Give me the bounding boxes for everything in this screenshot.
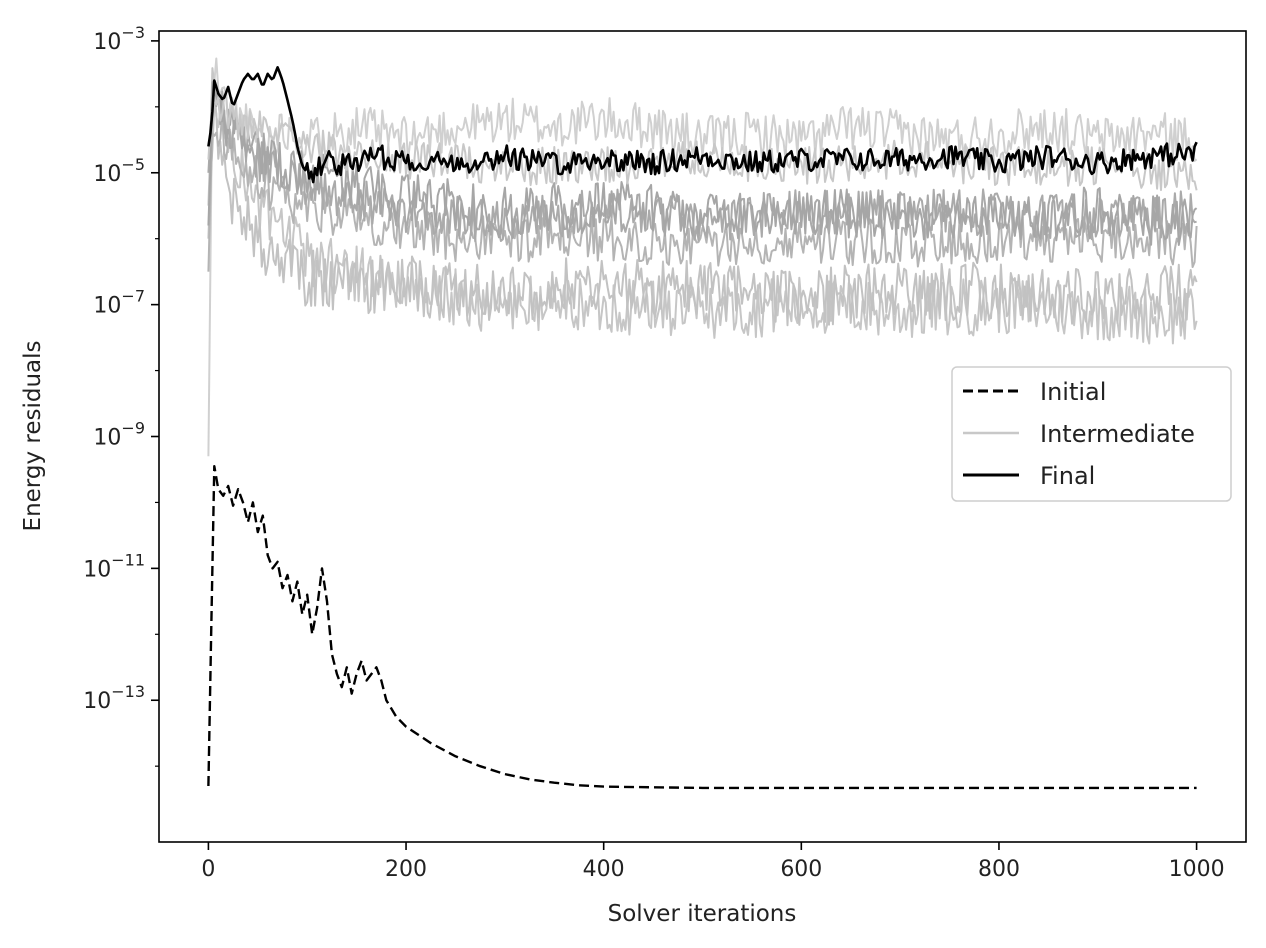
- series-layer: [207, 57, 1198, 790]
- legend-label-final: Final: [1040, 462, 1095, 490]
- y-tick-label: 10−5: [93, 155, 145, 187]
- x-tick-label: 400: [583, 857, 625, 882]
- legend-box: [951, 366, 1232, 502]
- series-line-final-8: [207, 66, 1198, 184]
- legend-label-initial: Initial: [1040, 378, 1106, 406]
- y-axis-label: Energy residuals: [20, 341, 46, 532]
- y-tick-label: 10−13: [83, 682, 145, 714]
- x-tick-label: 800: [978, 857, 1020, 882]
- x-tick-label: 600: [780, 857, 822, 882]
- y-tick-label: 10−9: [93, 419, 145, 451]
- y-axis: 10−3 10−5 10−7 10−9 10−11 10−13: [83, 23, 159, 767]
- x-tick-label: 0: [201, 857, 215, 882]
- y-tick-label: 10−11: [83, 550, 145, 582]
- series-line-intermediate-6: [207, 92, 1198, 246]
- x-tick-label: 200: [385, 857, 427, 882]
- x-axis-label: Solver iterations: [608, 901, 797, 927]
- x-axis: 0 200 400 600 800 1000: [201, 842, 1225, 882]
- legend-label-intermediate: Intermediate: [1040, 420, 1195, 448]
- y-tick-label: 10−3: [93, 23, 145, 55]
- legend: Initial Intermediate Final: [951, 366, 1232, 502]
- y-tick-label: 10−7: [93, 287, 145, 319]
- series-line-intermediate-7: [207, 92, 1198, 192]
- series-line-initial-0: [207, 465, 1197, 790]
- x-tick-label: 1000: [1169, 857, 1225, 882]
- series-line-intermediate-3: [207, 103, 1198, 327]
